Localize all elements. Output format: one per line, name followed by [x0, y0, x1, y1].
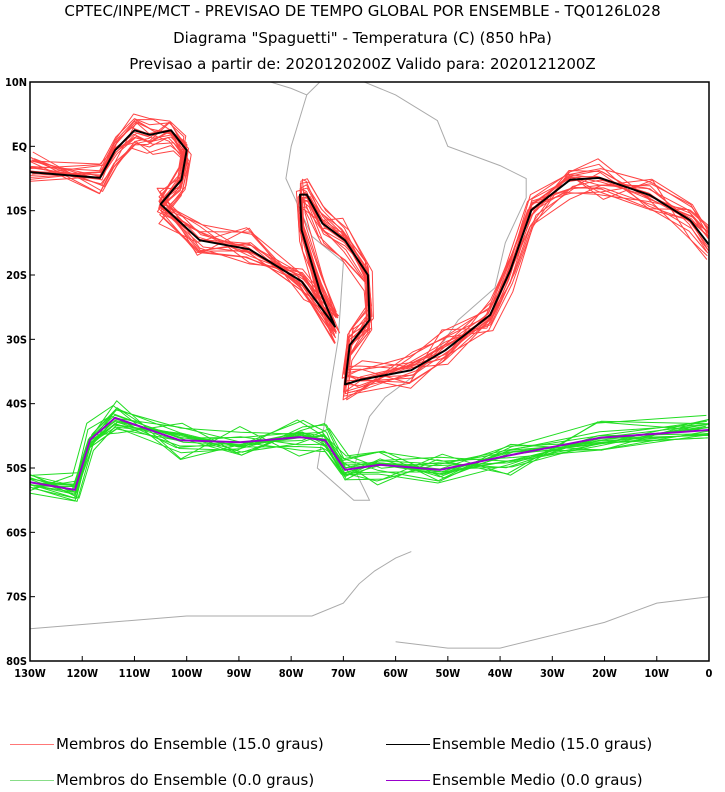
ensemble-member-line: [31, 118, 709, 397]
x-tick-label: 80W: [279, 667, 304, 680]
ensemble-member-line: [30, 400, 709, 499]
coastline: [30, 551, 412, 630]
ensemble-member-line: [30, 135, 708, 379]
x-tick-label: 50W: [435, 667, 460, 680]
ensemble-member-line: [30, 427, 709, 493]
x-tick-label: 10W: [644, 667, 669, 680]
legend-label: Membros do Ensemble (15.0 graus): [56, 735, 324, 753]
coastline: [285, 82, 527, 501]
coastline: [269, 82, 307, 96]
ensemble-member-line: [30, 141, 708, 401]
ensemble-member-line: [30, 423, 709, 495]
legend-swatch: [10, 779, 54, 781]
ensemble-member-line: [30, 121, 709, 392]
x-tick-label: 90W: [227, 667, 252, 680]
x-tick-label: 60W: [383, 667, 408, 680]
x-tick-label: 130W: [14, 667, 46, 680]
ensemble-member-line: [31, 418, 708, 493]
ensemble-member-line: [32, 121, 709, 372]
x-tick-label: 30W: [540, 667, 565, 680]
coastline: [395, 596, 709, 649]
ensemble-mean-line: [30, 416, 709, 491]
y-tick-label: 10N: [5, 76, 27, 89]
x-tick-label: 100W: [171, 667, 203, 680]
legend-label: Membros do Ensemble (0.0 graus): [56, 771, 315, 789]
y-tick-label: 20S: [6, 269, 27, 282]
ensemble-member-line: [32, 121, 709, 383]
ensemble-member-line: [32, 414, 707, 486]
legend-item-members-15: Membros do Ensemble (15.0 graus): [10, 735, 324, 753]
x-tick-label: 40W: [488, 667, 513, 680]
ensemble-member-line: [33, 415, 708, 489]
ensemble-member-line: [30, 119, 708, 384]
legend-swatch: [10, 743, 54, 745]
coastlines: [30, 82, 709, 649]
ensemble-member-line: [30, 407, 707, 502]
y-tick-label: 10S: [6, 205, 27, 218]
legend-item-mean-0: Ensemble Medio (0.0 graus): [386, 771, 643, 789]
ensemble-member-line: [30, 132, 709, 375]
ensemble-member-line: [31, 120, 709, 389]
legend-label: Ensemble Medio (0.0 graus): [432, 771, 643, 789]
title-line-3: Previsao a partir de: 2020120200Z Valido…: [129, 55, 596, 73]
ensemble-means: [30, 129, 709, 491]
y-tick-label: 80S: [6, 655, 27, 668]
y-tick-label: 60S: [6, 526, 27, 539]
ensemble-mean-line: [30, 129, 709, 386]
y-tick-label: 70S: [6, 591, 27, 604]
x-tick-label: 70W: [331, 667, 356, 680]
legend-label: Ensemble Medio (15.0 graus): [432, 735, 653, 753]
ensemble-member-line: [33, 408, 708, 487]
y-tick-label: EQ: [12, 140, 27, 153]
ensemble-member-line: [30, 129, 709, 386]
ensemble-member-line: [31, 127, 709, 393]
ensemble-member-line: [30, 113, 709, 389]
ensemble-member-line: [30, 121, 709, 382]
x-tick-label: 0: [706, 667, 713, 680]
x-tick-label: 110W: [119, 667, 151, 680]
y-tick-label: 50S: [6, 462, 27, 475]
title-line-2: Diagrama "Spaguetti" - Temperatura (C) (…: [173, 29, 552, 47]
ensemble-member-line: [31, 413, 709, 499]
y-tick-label: 30S: [6, 333, 27, 346]
ensemble-member-line: [30, 119, 709, 395]
x-tick-label: 120W: [66, 667, 98, 680]
ensemble-member-line: [32, 425, 706, 499]
ensemble-member-line: [33, 145, 708, 370]
legend-swatch: [386, 779, 430, 781]
legend-item-members-0: Membros do Ensemble (0.0 graus): [10, 771, 314, 789]
x-tick-label: 20W: [592, 667, 617, 680]
ensemble-member-line: [30, 130, 709, 386]
y-tick-label: 40S: [6, 398, 27, 411]
legend-swatch: [386, 743, 430, 745]
title-line-1: CPTEC/INPE/MCT - PREVISAO DE TEMPO GLOBA…: [64, 2, 661, 20]
legend-item-mean-15: Ensemble Medio (15.0 graus): [386, 735, 652, 753]
map-frame: [29, 81, 710, 662]
